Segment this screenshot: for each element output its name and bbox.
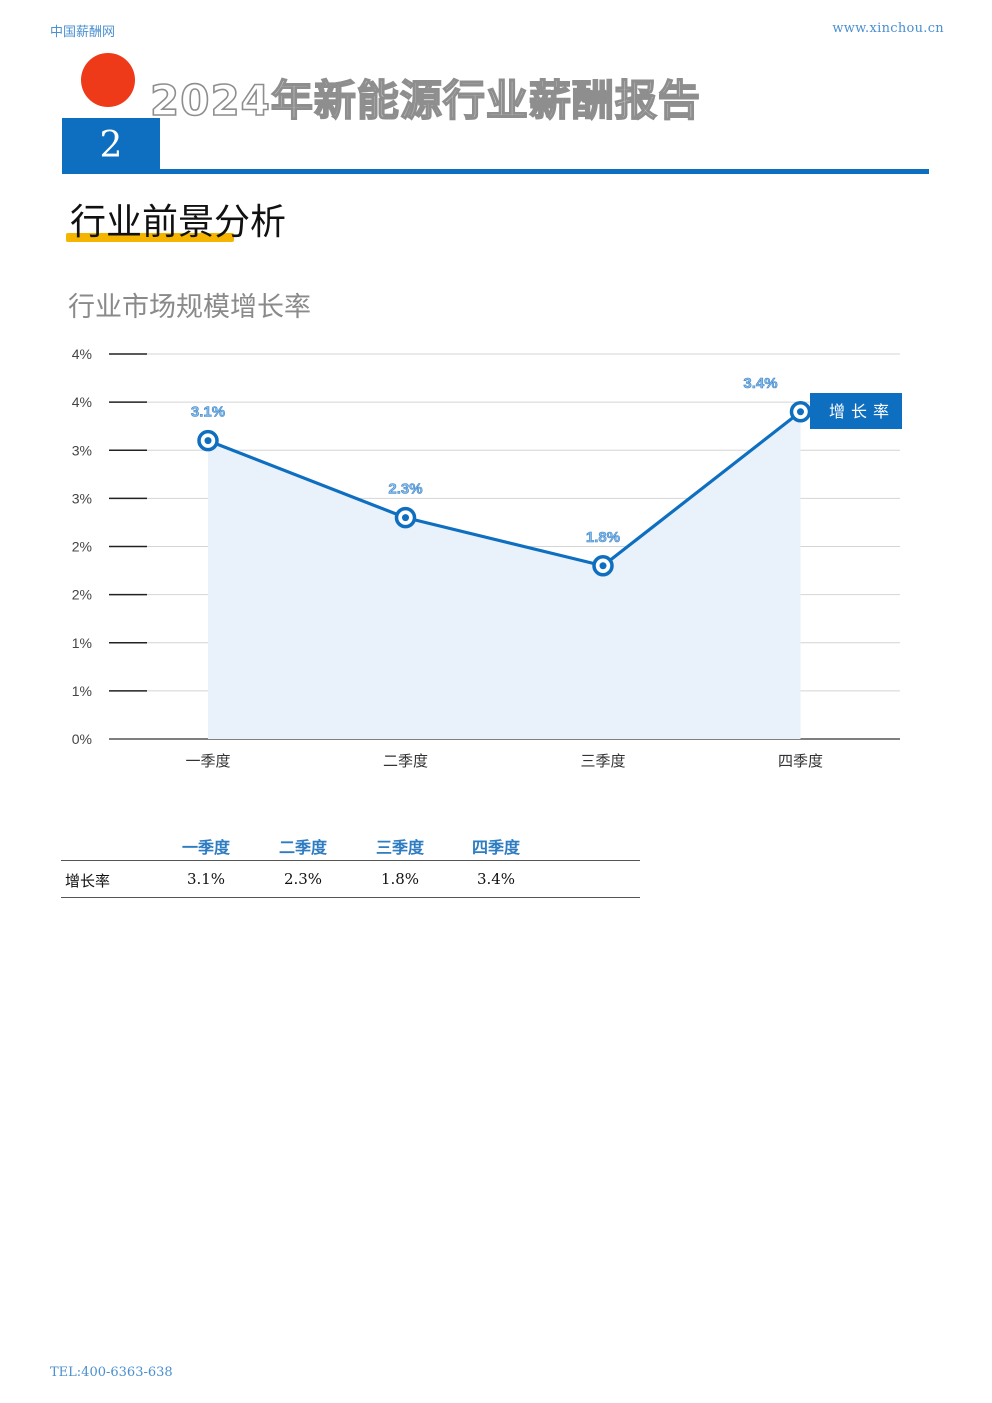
table-cell-q1: 3.1%: [186, 870, 226, 888]
y-tick-label: 2%: [72, 587, 92, 603]
x-tick-label: 一季度: [185, 752, 230, 770]
y-tick-label: 2%: [72, 539, 92, 555]
data-label: 1.8%: [586, 529, 620, 546]
y-tick-label: 1%: [72, 635, 92, 651]
table-header-q3: 三季度: [375, 838, 424, 857]
table-row: 增长率 3.1% 2.3% 1.8% 3.4%: [61, 861, 640, 898]
x-tick-label: 三季度: [580, 752, 625, 770]
table-header-q1: 一季度: [181, 838, 230, 857]
x-tick-label: 四季度: [778, 752, 823, 770]
y-tick-label: 1%: [72, 683, 92, 699]
section-title: 行业前景分析: [70, 202, 287, 243]
table-cell-q3: 1.8%: [380, 870, 420, 888]
data-point-center: [204, 437, 212, 445]
table-row-label: 增长率: [65, 872, 111, 890]
table-header-q2: 二季度: [278, 838, 327, 857]
y-tick-label: 4%: [72, 346, 92, 362]
data-table: 一季度 二季度 三季度 四季度 增长率 3.1% 2.3% 1.8% 3.4%: [61, 826, 640, 898]
chart-title: 行业市场规模增长率: [68, 292, 311, 323]
report-title: 2024年新能源行业薪酬报告: [149, 75, 701, 126]
y-tick-label: 3%: [72, 442, 92, 458]
data-point-center: [599, 562, 607, 570]
series-line: [207, 410, 802, 568]
title-divider: [62, 169, 929, 174]
table-header-row: 一季度 二季度 三季度 四季度: [61, 826, 640, 861]
legend-label: 增长率: [829, 402, 895, 421]
data-point-center: [797, 408, 804, 416]
series-area-fill: [208, 411, 801, 739]
table-header-q4: 四季度: [471, 838, 520, 857]
footer-contact: TEL:400-6363-638: [50, 1365, 173, 1380]
x-tick-label: 二季度: [383, 752, 428, 770]
growth-rate-line-chart: 0% 1% 1% 2% 2% 3% 3% 4% 4% 一季度 二季度 三季度 四季度 3.1% 2.3% 1…: [72, 346, 902, 770]
table-cell-q4: 3.4%: [476, 870, 516, 888]
data-label: 2.3%: [388, 481, 422, 498]
data-label: 3.1%: [191, 404, 225, 421]
section-number-badge: 2: [62, 118, 160, 173]
site-name: 中国薪酬网: [50, 25, 116, 40]
y-tick-label: 0%: [72, 731, 92, 747]
y-tick-label: 3%: [72, 490, 92, 506]
section-title-highlight: [66, 233, 234, 242]
data-point-center: [402, 514, 409, 522]
legend-box: [810, 393, 902, 429]
site-url[interactable]: www.xinchou.cn: [832, 21, 944, 36]
y-tick-label: 4%: [72, 394, 92, 410]
data-label: 3.4%: [743, 375, 777, 392]
title-decoration-dot: [81, 53, 135, 107]
table-cell-q2: 2.3%: [283, 870, 323, 888]
